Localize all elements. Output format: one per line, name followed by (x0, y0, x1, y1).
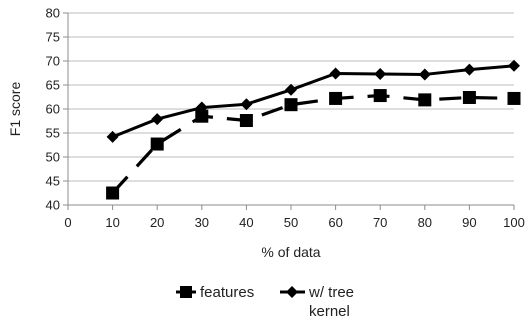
data-point-w-tree-kernel-50 (285, 83, 297, 96)
series-markers (106, 59, 521, 200)
y-tick-label-80: 80 (46, 6, 60, 21)
axes (63, 12, 515, 210)
y-tick-labels: 40 45 50 55 60 65 70 75 80 (46, 6, 60, 213)
y-axis-label: F1 score (7, 82, 23, 137)
y-tick-label-45: 45 (46, 174, 60, 189)
series-line-features (111, 93, 515, 195)
legend-marker-square (180, 286, 192, 298)
gridlines (68, 12, 514, 182)
x-tick-label-50: 50 (284, 215, 298, 230)
data-point-w-tree-kernel-30 (195, 101, 208, 114)
y-tick-label-55: 55 (46, 126, 60, 141)
data-point-w-tree-kernel-60 (329, 67, 342, 80)
data-point-features-70 (373, 89, 387, 103)
data-point-features-80 (418, 93, 432, 107)
data-point-features-50 (284, 98, 298, 112)
data-point-w-tree-kernel-10 (106, 130, 119, 143)
data-point-features-100 (507, 91, 521, 105)
legend-label-tree-kernel: w/ tree kernel (308, 284, 354, 320)
y-tick-label-70: 70 (46, 54, 60, 69)
legend-marker-diamond (286, 286, 298, 298)
data-point-w-tree-kernel-100 (508, 59, 520, 72)
data-point-features-90 (462, 90, 476, 104)
series-line-w-tree-kernel (112, 64, 515, 139)
x-tick-label-80: 80 (418, 215, 432, 230)
x-tick-label-30: 30 (195, 215, 209, 230)
data-point-features-10 (106, 186, 120, 200)
x-tick-label-0: 0 (64, 215, 71, 230)
data-point-w-tree-kernel-20 (151, 113, 164, 126)
y-tick-label-50: 50 (46, 150, 60, 165)
data-point-w-tree-kernel-70 (374, 67, 387, 80)
x-tick-labels: 0 10 20 30 40 50 60 70 80 90 100 (64, 215, 524, 230)
x-tick-label-100: 100 (503, 215, 525, 230)
x-tick-label-40: 40 (239, 215, 253, 230)
data-point-features-40 (239, 114, 253, 128)
data-point-w-tree-kernel-90 (463, 63, 476, 76)
y-tick-label-40: 40 (46, 198, 60, 213)
y-tick-label-65: 65 (46, 78, 60, 93)
y-tick-label-75: 75 (46, 30, 60, 45)
data-point-w-tree-kernel-80 (418, 68, 431, 81)
x-tick-label-70: 70 (373, 215, 387, 230)
series-lines (111, 64, 515, 195)
y-tick-label-60: 60 (46, 102, 60, 117)
legend-label-features: features (200, 284, 254, 301)
x-tick-label-60: 60 (328, 215, 342, 230)
legend-item-features: features (176, 284, 254, 301)
x-tick-label-90: 90 (462, 215, 476, 230)
data-point-features-30 (195, 109, 209, 123)
data-point-features-60 (329, 91, 343, 105)
legend-item-tree-kernel: w/ tree kernel (280, 284, 354, 320)
data-point-features-20 (150, 137, 164, 151)
legend: features w/ tree kernel (176, 284, 354, 320)
x-axis-label: % of data (261, 244, 320, 260)
x-tick-label-10: 10 (105, 215, 119, 230)
data-point-w-tree-kernel-40 (240, 98, 253, 111)
x-tick-label-20: 20 (150, 215, 164, 230)
